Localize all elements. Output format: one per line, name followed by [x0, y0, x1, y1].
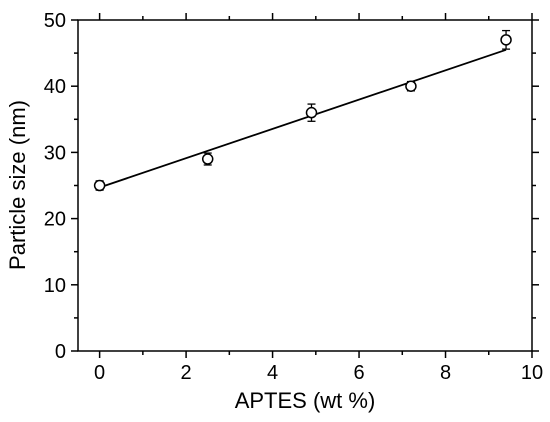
x-axis-title: APTES (wt %) [235, 388, 376, 413]
y-tick-label: 10 [44, 275, 66, 297]
data-point [93, 179, 106, 192]
fit-line [99, 48, 507, 189]
x-tick-label: 0 [94, 362, 105, 384]
fit-line-group [99, 48, 507, 189]
y-axis-title: Particle size (nm) [5, 100, 30, 270]
tick-labels: 0 2 4 6 8 10 0 10 20 30 40 50 [44, 10, 543, 384]
y-tick-label: 40 [44, 76, 66, 98]
y-tick-label: 50 [44, 10, 66, 32]
x-tick-label: 8 [440, 362, 451, 384]
x-tick-label: 6 [353, 362, 364, 384]
data-point [405, 80, 417, 92]
data-point [201, 153, 214, 165]
data-point [500, 34, 512, 46]
y-tick-label: 20 [44, 209, 66, 231]
plot-frame [77, 19, 533, 352]
x-tick-label: 4 [267, 362, 278, 384]
y-tick-label: 0 [55, 341, 66, 363]
x-tick-label: 2 [181, 362, 192, 384]
axis-ticks [71, 13, 539, 358]
y-tick-label: 30 [44, 142, 66, 164]
x-tick-label: 10 [521, 362, 543, 384]
data-point [305, 106, 318, 119]
data-points [93, 29, 512, 192]
